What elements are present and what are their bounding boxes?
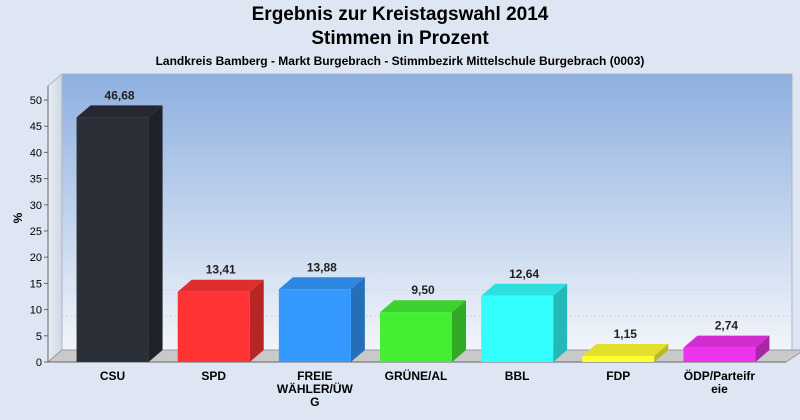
category-label-3: GRÜNE/AL bbox=[385, 368, 448, 383]
category-label-2: WÄHLER/ÜW bbox=[277, 381, 354, 396]
bar-top-3 bbox=[380, 300, 466, 313]
bar-0 bbox=[76, 117, 149, 363]
y-tick-label: 15 bbox=[30, 278, 42, 290]
data-label-0: 46,68 bbox=[105, 88, 135, 102]
bar-top-4 bbox=[481, 283, 568, 296]
bar-3 bbox=[380, 312, 452, 362]
bar-top-6 bbox=[683, 335, 770, 348]
y-tick-label: 20 bbox=[30, 252, 42, 264]
y-tick-label: 0 bbox=[36, 357, 42, 369]
chart-subtitle: Landkreis Bamberg - Markt Burgebrach - S… bbox=[155, 54, 645, 68]
y-axis-label: % bbox=[11, 212, 25, 223]
data-label-5: 1,15 bbox=[614, 327, 638, 341]
y-tick-label: 25 bbox=[30, 226, 42, 238]
data-label-4: 12,64 bbox=[509, 267, 539, 281]
y-tick-label: 10 bbox=[30, 305, 42, 317]
bar-side-5 bbox=[654, 343, 669, 362]
data-label-6: 2,74 bbox=[715, 319, 739, 333]
category-label-2: FREIE bbox=[297, 369, 332, 383]
bar-top-0 bbox=[76, 105, 163, 118]
bar-side-3 bbox=[452, 300, 466, 362]
chart-title: Ergebnis zur Kreistagswahl 2014 bbox=[251, 4, 549, 25]
data-label-1: 13,41 bbox=[206, 263, 236, 277]
bar-top-1 bbox=[177, 279, 264, 292]
y-tick-label: 35 bbox=[30, 174, 42, 186]
bar-side-1 bbox=[249, 279, 264, 362]
bar-top-5 bbox=[582, 343, 669, 356]
y-tick-label: 5 bbox=[36, 331, 42, 343]
bar-side-4 bbox=[553, 283, 568, 362]
data-label-2: 13,88 bbox=[307, 260, 337, 274]
bar-2 bbox=[278, 289, 351, 362]
y-tick-label: 40 bbox=[30, 147, 42, 159]
bar-5 bbox=[582, 355, 655, 362]
plot-left-wall bbox=[47, 72, 63, 364]
bar-top-2 bbox=[278, 277, 365, 290]
bar-4 bbox=[481, 295, 554, 362]
category-label-6: ÖDP/Parteifr bbox=[684, 368, 756, 383]
category-label-0: CSU bbox=[100, 369, 125, 383]
bar-side-2 bbox=[350, 277, 365, 362]
y-tick-label: 30 bbox=[30, 200, 42, 212]
y-tick-label: 45 bbox=[30, 121, 42, 133]
y-tick-label: 50 bbox=[30, 95, 42, 107]
bar-side-6 bbox=[755, 335, 770, 362]
chart-title-line2: Stimmen in Prozent bbox=[311, 28, 489, 49]
data-label-3: 9,50 bbox=[411, 283, 435, 297]
bar-1 bbox=[177, 291, 250, 362]
category-label-1: SPD bbox=[201, 369, 226, 383]
bar-side-0 bbox=[148, 105, 163, 363]
category-label-5: FDP bbox=[606, 369, 630, 383]
category-label-2: G bbox=[310, 395, 319, 409]
category-label-4: BBL bbox=[505, 369, 530, 383]
bar-6 bbox=[683, 347, 756, 362]
category-label-6: eie bbox=[711, 382, 728, 396]
